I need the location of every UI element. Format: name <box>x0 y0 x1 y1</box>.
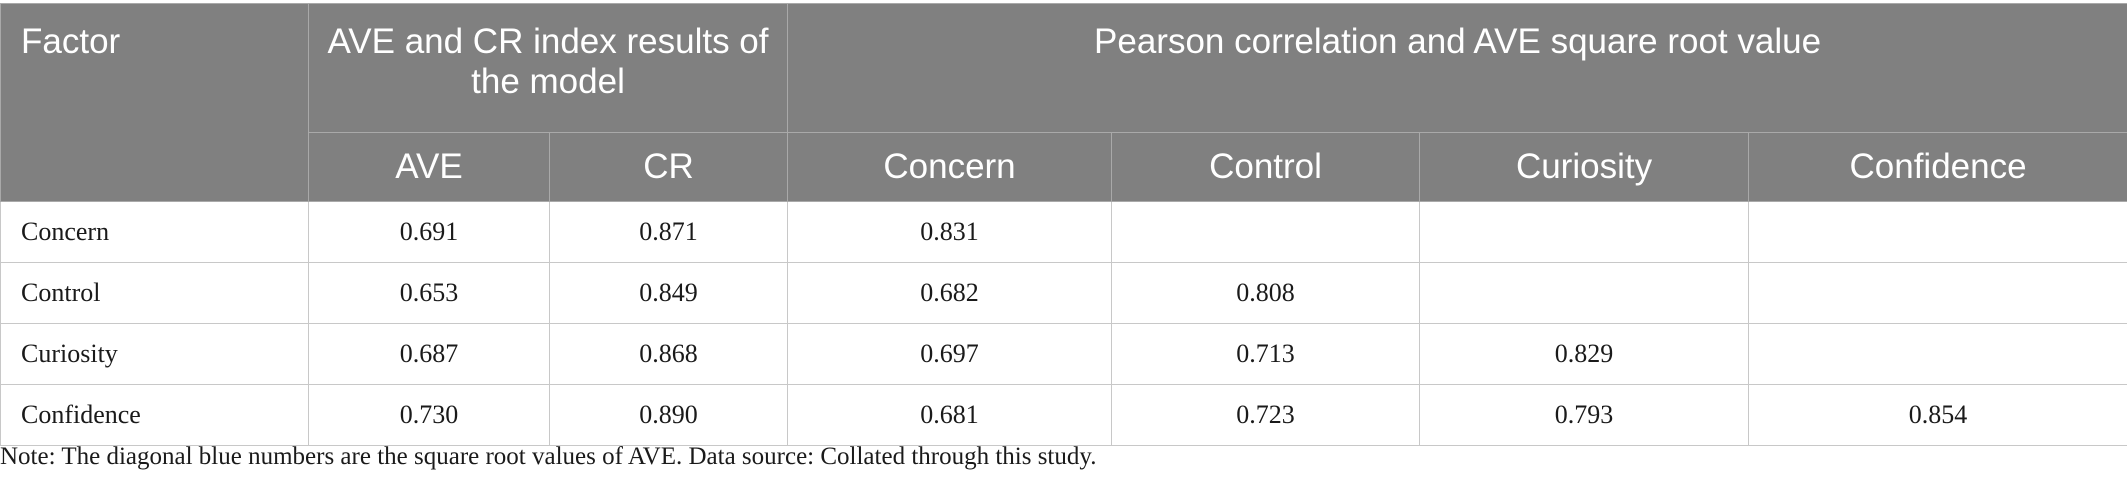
table-row: Confidence 0.730 0.890 0.681 0.723 0.793… <box>0 384 2127 446</box>
ave-cr-group-header: AVE and CR index results of the model <box>307 3 789 133</box>
table-cell: 0.730 <box>308 384 550 446</box>
table-cell <box>1748 201 2127 263</box>
table-cell: 0.723 <box>1111 384 1421 446</box>
table-cell: 0.687 <box>308 323 550 385</box>
column-header-cr: CR <box>548 132 789 202</box>
table-cell-diagonal: 0.831 <box>787 201 1113 263</box>
column-header-confidence: Confidence <box>1748 132 2127 202</box>
table-cell-diagonal: 0.829 <box>1419 323 1750 385</box>
row-label-curiosity: Curiosity <box>0 323 309 385</box>
table-cell: 0.653 <box>308 262 550 324</box>
table-cell <box>1748 323 2127 385</box>
header-row-sub: AVE CR Concern Control Curiosity Confide… <box>1 132 2127 202</box>
table-cell <box>1111 201 1421 263</box>
table-cell <box>1419 201 1750 263</box>
table-cell: 0.868 <box>548 323 789 385</box>
table-cell: 0.871 <box>548 201 789 263</box>
pearson-group-header: Pearson correlation and AVE square root … <box>787 3 2127 133</box>
table-note: Note: The diagonal blue numbers are the … <box>0 443 1097 470</box>
table-header: Factor AVE and CR index results of the m… <box>0 3 2127 202</box>
table-cell: 0.682 <box>787 262 1113 324</box>
table-cell: 0.713 <box>1111 323 1421 385</box>
table-row: Control 0.653 0.849 0.682 0.808 <box>0 262 2127 324</box>
table-cell-diagonal: 0.854 <box>1748 384 2127 446</box>
table-row: Curiosity 0.687 0.868 0.697 0.713 0.829 <box>0 323 2127 385</box>
factor-column-header: Factor <box>0 3 309 202</box>
table-cell: 0.793 <box>1419 384 1750 446</box>
table-cell: 0.681 <box>787 384 1113 446</box>
column-header-control: Control <box>1111 132 1421 202</box>
table-cell: 0.697 <box>787 323 1113 385</box>
table-cell: 0.890 <box>548 384 789 446</box>
header-row-group: Factor AVE and CR index results of the m… <box>0 3 2127 202</box>
table-cell <box>1748 262 2127 324</box>
column-header-concern: Concern <box>787 132 1113 202</box>
table-row: Concern 0.691 0.871 0.831 <box>0 201 2127 263</box>
column-header-curiosity: Curiosity <box>1419 132 1750 202</box>
column-header-ave: AVE <box>308 132 550 202</box>
row-label-confidence: Confidence <box>0 384 309 446</box>
table-cell: 0.849 <box>548 262 789 324</box>
table-cell: 0.691 <box>308 201 550 263</box>
ave-cr-pearson-table: Factor AVE and CR index results of the m… <box>0 3 2127 446</box>
row-label-control: Control <box>0 262 309 324</box>
table-body: Concern 0.691 0.871 0.831 Control 0.653 … <box>0 201 2127 446</box>
table-cell-diagonal: 0.808 <box>1111 262 1421 324</box>
table-cell <box>1419 262 1750 324</box>
row-label-concern: Concern <box>0 201 309 263</box>
